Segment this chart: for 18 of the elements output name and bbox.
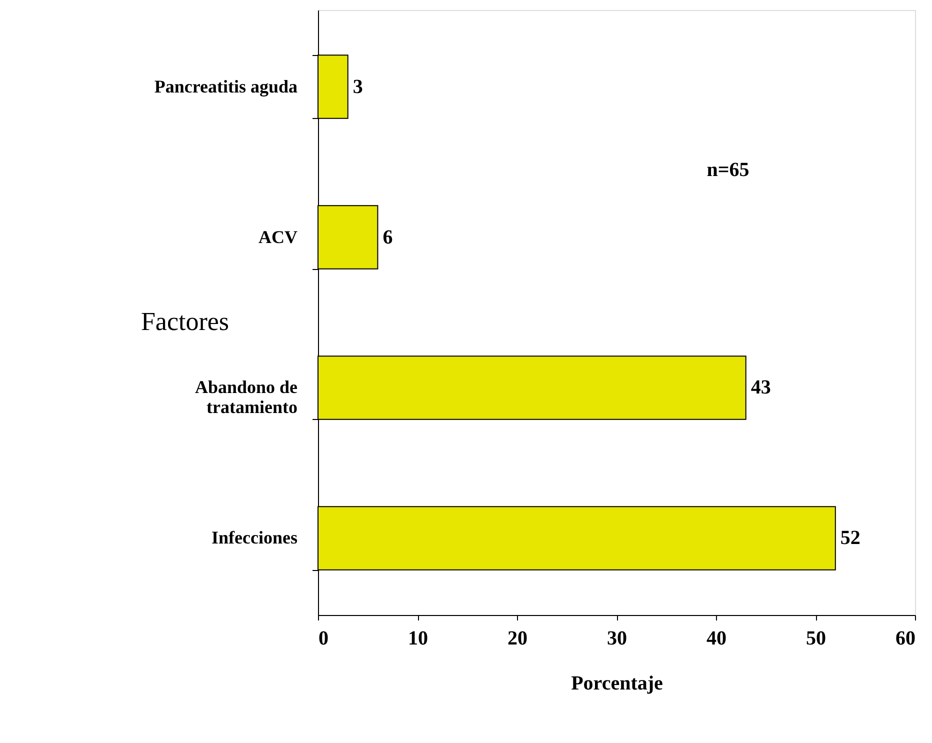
x-tick-label: 50 bbox=[806, 628, 826, 650]
x-axis-title: Porcentaje bbox=[571, 672, 664, 694]
data-label: 43 bbox=[750, 376, 771, 399]
x-tick-label: 40 bbox=[706, 628, 726, 650]
y-tick-label: ACV bbox=[258, 226, 298, 247]
y-tick-label: Infecciones bbox=[212, 528, 298, 548]
y-axis-title: Factores bbox=[140, 307, 230, 336]
x-tick-label: 30 bbox=[607, 628, 627, 650]
annotation: n=65 bbox=[706, 159, 750, 181]
data-label: 52 bbox=[840, 527, 860, 550]
x-tick-label: 10 bbox=[408, 628, 428, 650]
y-tick-label: Pancreatitis aguda bbox=[154, 76, 298, 96]
x-tick-label: 0 bbox=[318, 628, 328, 650]
x-tick-label: 20 bbox=[508, 628, 528, 650]
data-label: 6 bbox=[382, 226, 393, 248]
y-tick-label: Abandono de tratamiento bbox=[194, 377, 298, 418]
data-label: 3 bbox=[352, 76, 363, 98]
x-tick-label: 60 bbox=[896, 628, 916, 650]
